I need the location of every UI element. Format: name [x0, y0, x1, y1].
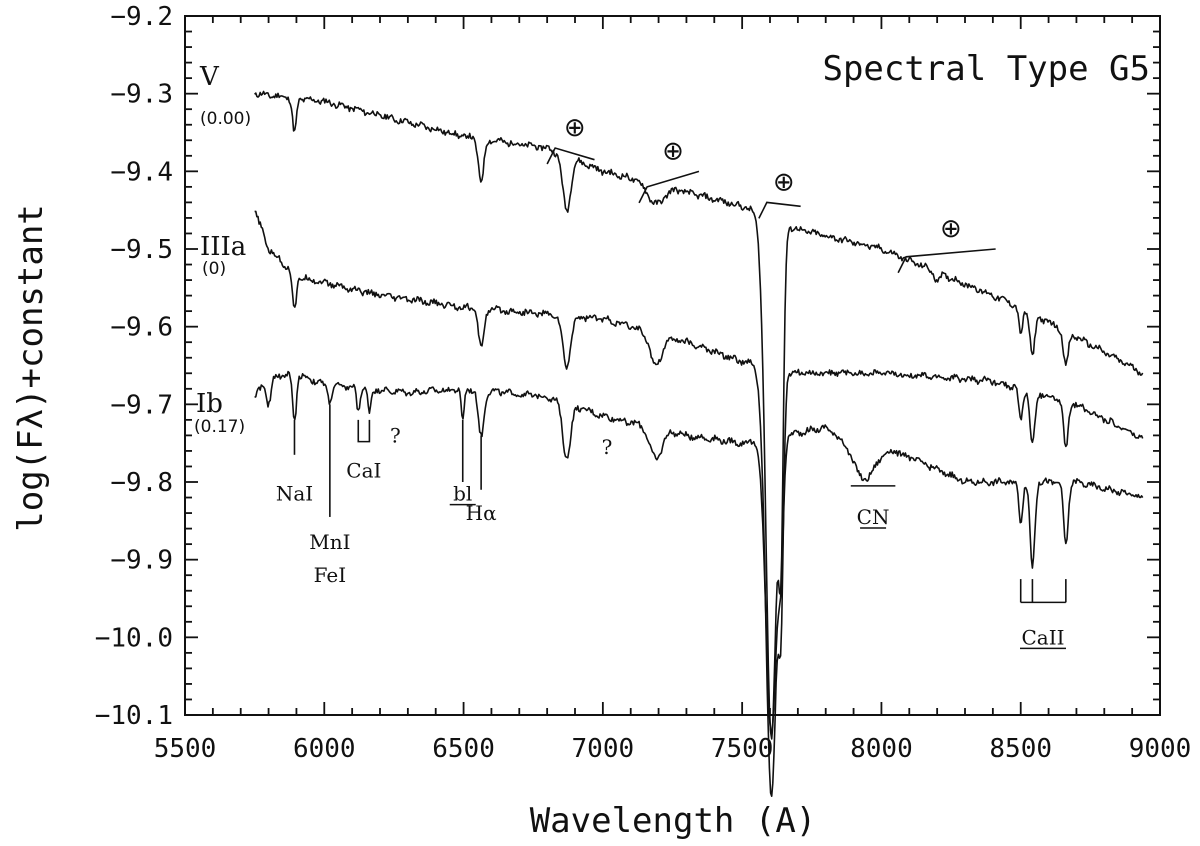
color-excess-ib: (0.17) — [194, 417, 245, 437]
annotation-layer: V (0.00) IIIa(0) Ib(0.17) ⊕ ⊕ ⊕ ⊕ NaI MnI FeI CaI? b… — [194, 62, 1067, 649]
earth-telluric-icon: ⊕ — [940, 214, 962, 244]
x-tick-label: 9000 — [1129, 734, 1192, 764]
x-tick-label: 7000 — [572, 734, 635, 764]
line-label-cn: CN — [857, 505, 890, 529]
series-line-ib — [254, 370, 1144, 735]
earth-telluric-icon: ⊕ — [773, 167, 795, 197]
x-tick-label: 6000 — [293, 734, 356, 764]
x-tick-label: 8000 — [850, 734, 913, 764]
axes: 5500 6000 6500 7000 7500 8000 8500 9000 −9.2 −9.3… — [95, 2, 1192, 764]
luminosity-class-v: V — [199, 62, 220, 92]
line-label-fei: FeI — [314, 563, 347, 587]
y-tick-label: −9.7 — [110, 390, 173, 420]
line-label-unknown: ? — [602, 435, 613, 459]
telluric-band-marker — [638, 170, 700, 204]
line-label-h-: Hα — [466, 501, 497, 525]
line-bracket — [357, 419, 371, 443]
y-tick-label: −9.6 — [110, 313, 173, 343]
y-tick-label: −10.1 — [95, 701, 173, 731]
plot-frame — [184, 15, 1161, 716]
color-excess-iiia: (0) — [202, 259, 226, 279]
line-label-caii: CaII — [1021, 625, 1064, 649]
telluric-band-marker — [546, 147, 595, 165]
color-excess-v: (0.00) — [200, 109, 251, 129]
line-label-bl: bl — [453, 482, 472, 506]
telluric-band-marker — [897, 248, 996, 274]
x-tick-label: 5500 — [154, 734, 217, 764]
y-tick-label: −10.0 — [95, 623, 173, 653]
earth-telluric-icon: ⊕ — [564, 113, 586, 143]
x-axis-title: Wavelength (A) — [530, 801, 817, 841]
line-label-cai: CaI — [346, 458, 381, 482]
luminosity-class-iiia: IIIa — [200, 232, 246, 262]
y-tick-label: −9.9 — [110, 546, 173, 576]
series-layer — [254, 90, 1144, 797]
x-tick-label: 7500 — [711, 734, 774, 764]
y-tick-label: −9.8 — [110, 468, 173, 498]
series-line-iiia — [254, 210, 1144, 797]
series-line-v — [254, 90, 1144, 740]
telluric-band-marker — [758, 201, 801, 219]
y-tick-label: −9.4 — [110, 157, 173, 187]
y-tick-label: −9.2 — [110, 2, 173, 32]
chart-title: Spectral Type G5 — [822, 49, 1150, 89]
x-tick-label: 6500 — [432, 734, 495, 764]
y-tick-label: −9.5 — [110, 235, 173, 265]
line-label-nai: NaI — [276, 482, 313, 506]
luminosity-class-ib: Ib — [196, 389, 223, 419]
earth-telluric-icon: ⊕ — [662, 136, 684, 166]
y-tick-label: −9.3 — [110, 80, 173, 110]
x-tick-label: 8500 — [989, 734, 1052, 764]
line-label-unknown: ? — [390, 423, 401, 447]
line-label-mni: MnI — [309, 530, 350, 554]
y-axis-title: log(Fλ)+constant — [11, 204, 51, 532]
